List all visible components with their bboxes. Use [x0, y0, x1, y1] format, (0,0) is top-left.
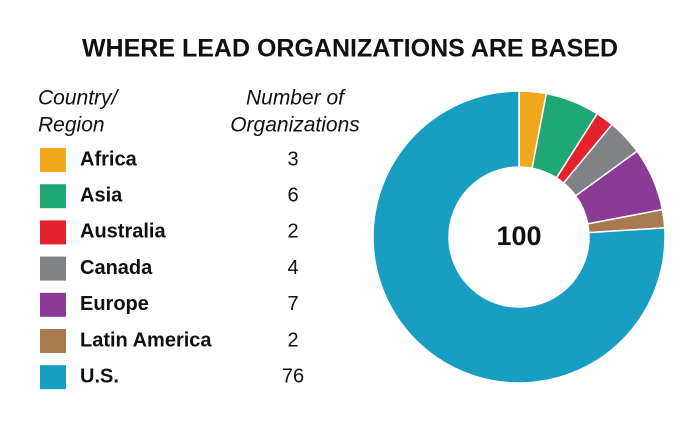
- column-header: Country/: [38, 87, 120, 110]
- legend-label: Latin America: [80, 329, 212, 351]
- legend-label: Australia: [80, 221, 166, 243]
- column-header: Region: [38, 114, 105, 137]
- column-header: Number of: [246, 87, 346, 110]
- legend-swatch: [40, 184, 66, 209]
- legend-label: Africa: [80, 148, 138, 170]
- value-label: 76: [282, 365, 304, 387]
- legend-label: Europe: [80, 293, 149, 315]
- donut-slice: [372, 90, 666, 384]
- legend-swatch: [40, 329, 66, 353]
- column-header: Organizations: [230, 114, 360, 137]
- value-label: 7: [287, 293, 298, 315]
- legend-label: Asia: [80, 184, 123, 206]
- legend-swatch: [40, 365, 66, 390]
- value-label: 3: [287, 148, 298, 170]
- legend-swatch: [40, 220, 66, 245]
- legend-swatch: [40, 292, 66, 317]
- legend-swatch: [40, 148, 66, 172]
- legend-swatch: [40, 256, 66, 281]
- total-label: 100: [496, 221, 541, 251]
- legend-label: U.S.: [80, 365, 119, 387]
- value-label: 4: [287, 257, 298, 279]
- legend-label: Canada: [80, 257, 153, 279]
- value-label: 2: [287, 221, 298, 243]
- value-label: 2: [287, 329, 298, 351]
- chart-title: WHERE LEAD ORGANIZATIONS ARE BASED: [82, 35, 618, 63]
- value-label: 6: [287, 184, 298, 206]
